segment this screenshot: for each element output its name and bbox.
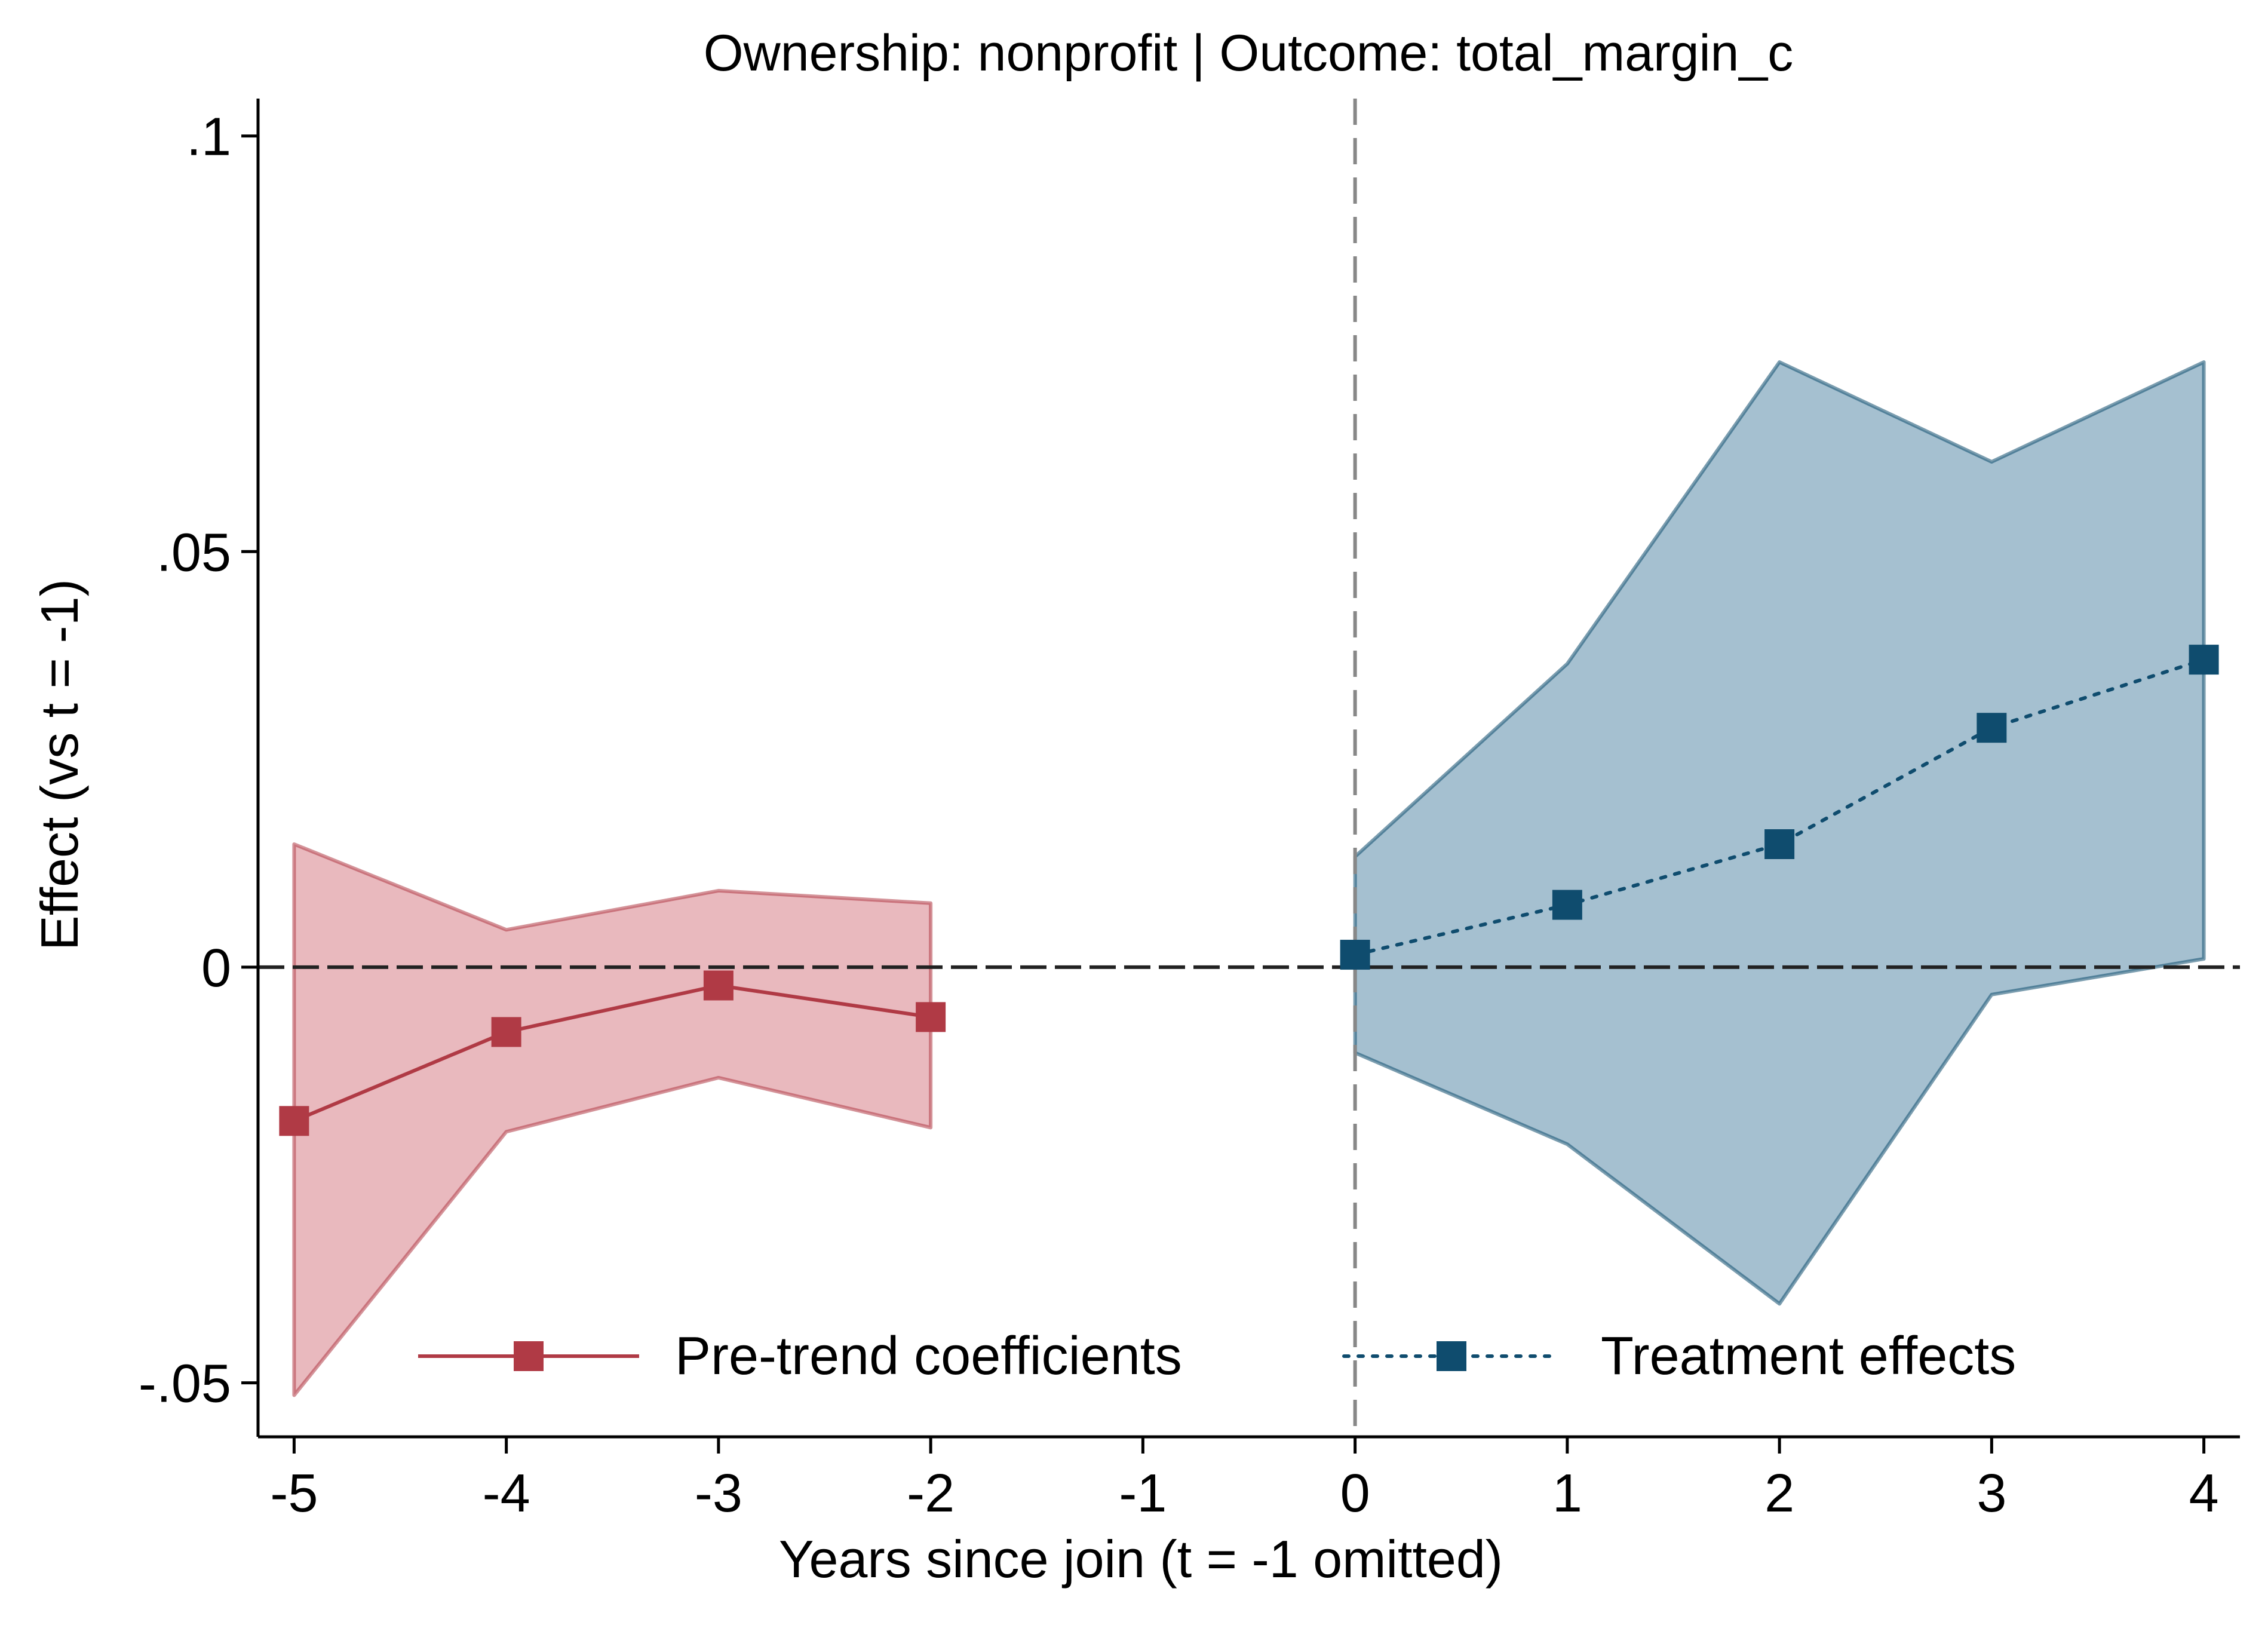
- legend-marker-pre-trend: [514, 1341, 544, 1371]
- series-0-point-3: [916, 1002, 946, 1032]
- y-tick-label-2: .05: [156, 523, 231, 582]
- y-tick-label-0: -.05: [139, 1354, 231, 1414]
- series-1-point-2: [1764, 829, 1795, 859]
- series-markers: [279, 645, 2219, 1136]
- series-1-point-4: [2189, 645, 2219, 675]
- x-tick-label-5: 0: [1340, 1464, 1370, 1523]
- x-tick-label-7: 2: [1764, 1464, 1794, 1523]
- x-tick-label-2: -3: [695, 1464, 742, 1523]
- x-tick-label-8: 3: [1977, 1464, 2006, 1523]
- series-line-1: [1353, 658, 2206, 957]
- legend: Pre-trend coefficients Treatment effects: [418, 1326, 2016, 1386]
- axes: -5 -4 -3 -2 -1 0 1 2 3 4 -.05 0 .05 .1: [139, 99, 2240, 1523]
- legend-marker-treatment: [1437, 1341, 1466, 1371]
- ci-band-0: [292, 842, 933, 1397]
- series-0-point-1: [491, 1017, 521, 1047]
- series-0-point-0: [279, 1106, 309, 1136]
- series-0-point-2: [703, 970, 734, 1001]
- series-line-0: [293, 983, 931, 1123]
- x-axis-label: Years since join (t = -1 omitted): [779, 1529, 1503, 1589]
- x-tick-label-6: 1: [1552, 1464, 1582, 1523]
- reference-lines: [258, 99, 2240, 1437]
- plot-area: -5 -4 -3 -2 -1 0 1 2 3 4 -.05 0 .05 .1: [139, 99, 2240, 1523]
- chart-title: Ownership: nonprofit | Outcome: total_ma…: [704, 24, 1793, 82]
- x-tick-label-1: -4: [483, 1464, 530, 1523]
- series-1-point-3: [1977, 713, 2007, 743]
- x-tick-label-4: -1: [1119, 1464, 1167, 1523]
- x-tick-label-3: -2: [907, 1464, 955, 1523]
- x-tick-label-0: -5: [270, 1464, 318, 1523]
- series-1-point-0: [1340, 940, 1370, 970]
- y-tick-label-1: 0: [201, 939, 231, 998]
- y-axis-label: Effect (vs t = -1): [30, 579, 89, 951]
- series-lines: [293, 658, 2206, 1123]
- legend-label-treatment: Treatment effects: [1601, 1326, 2016, 1386]
- x-tick-label-9: 4: [2189, 1464, 2219, 1523]
- legend-label-pre-trend: Pre-trend coefficients: [675, 1326, 1182, 1386]
- y-tick-label-3: .1: [186, 108, 231, 167]
- series-1-point-1: [1552, 890, 1582, 920]
